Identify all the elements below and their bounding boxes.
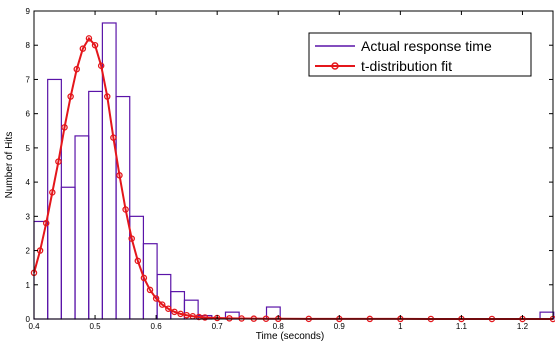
y-tick-label: 9 [26,7,31,16]
fit-point [85,35,93,42]
legend-box [308,32,532,77]
fit-point [140,274,148,282]
y-tick-label: 1 [26,281,31,290]
x-tick-label: 1 [398,322,403,331]
fit-point [116,172,123,179]
plot-frame [33,10,554,320]
x-tick-label: 0.9 [334,322,346,331]
fit-point [42,219,50,227]
x-tick-label: 0.8 [273,322,285,331]
fit-point [61,124,68,131]
x-tick-label: 0.5 [89,322,101,331]
fit-point [183,311,190,319]
x-tick-label: 1.2 [517,322,529,331]
y-axis-title: Number of Hits [4,132,15,199]
y-tick-label: 6 [26,110,31,119]
fit-point [91,41,99,49]
fit-point [165,305,172,312]
fit-point [238,315,245,322]
x-tick-label: 0.4 [28,322,40,331]
fit-point [122,206,129,213]
fit-point [134,257,142,265]
y-tick-label: 0 [26,315,31,324]
fit-point [171,308,178,316]
fit-point [201,314,209,321]
legend-marker-fit [331,62,339,70]
fit-point [152,295,160,302]
fit-point [146,286,154,294]
fit-point [195,313,203,321]
legend-label-fit: t-distribution fit [361,58,452,74]
fit-point [55,158,62,165]
x-tick-label: 0.6 [151,322,163,331]
fit-point [79,45,87,52]
tick-marks: 0.4 0.5 0.6 0.7 0.8 0.9 1 1.1 1.2 0 1 2 3 4 5 6 7 8 9 [26,7,553,331]
x-tick-label: 0.7 [212,322,224,331]
y-tick-label: 8 [26,41,31,50]
fit-point [104,93,111,100]
x-axis-title: Time (seconds) [256,331,325,342]
fit-point [128,235,135,242]
fit-point [73,65,80,73]
x-tick-label: 1.1 [456,322,468,331]
fit-point [49,189,56,196]
legend-label-histogram: Actual response time [361,38,492,54]
y-tick-label: 7 [26,75,31,84]
fit-point [226,315,233,322]
fit-point [110,134,117,141]
fit-point [67,93,74,100]
fit-point [158,301,166,308]
y-tick-label: 4 [26,178,31,187]
legend: Actual response time t-distribution fit [308,32,532,77]
fit-point [97,62,105,70]
y-tick-label: 5 [26,144,31,153]
fit-point [177,310,184,318]
axes [33,10,554,320]
y-tick-label: 3 [26,212,31,221]
y-tick-label: 2 [26,247,31,256]
